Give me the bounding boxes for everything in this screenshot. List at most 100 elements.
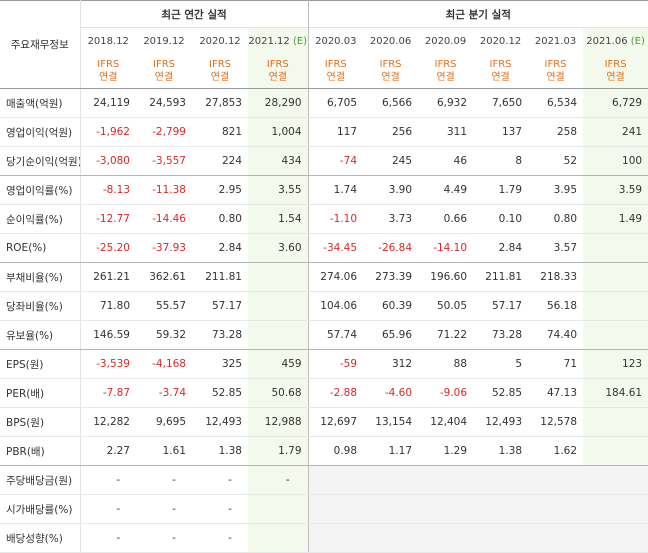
table-cell: [528, 494, 584, 524]
table-cell: 3.55: [248, 175, 309, 205]
consolidated-label: 연결: [326, 72, 345, 83]
table-row: EPS(원) -3,539 -4,168 325 459 -59 312 88 5 71 123: [0, 349, 648, 379]
table-cell: -7.87: [80, 378, 136, 408]
table-cell: [583, 436, 648, 466]
row-label: 배당성향(%): [0, 523, 81, 553]
table-cell: 7,650: [473, 88, 529, 118]
table-cell: 24,119: [80, 88, 136, 118]
table-cell: [473, 465, 529, 495]
table-cell: -3,557: [136, 146, 192, 176]
table-cell: 55.57: [136, 291, 192, 321]
row-label: PBR(배): [0, 436, 81, 466]
table-row: 배당성향(%) - - -: [0, 523, 648, 553]
quarterly-group-header: 최근 분기 실적: [308, 0, 648, 28]
period-label: 2020.09: [424, 35, 467, 47]
table-cell: [418, 465, 474, 495]
table-cell: 52.85: [473, 378, 529, 408]
table-cell: 311: [418, 117, 474, 147]
table-cell: 273.39: [363, 262, 419, 292]
accounting-standard-header: IFRS 연결: [418, 54, 474, 89]
table-row: PER(배) -7.87 -3.74 52.85 50.68 -2.88 -4.60 -9.0…: [0, 378, 648, 408]
table-cell: 0.10: [473, 204, 529, 234]
period-header: 2020.06: [363, 27, 419, 54]
table-cell: 2.84: [473, 233, 529, 263]
table-cell: 71: [528, 349, 584, 379]
table-cell: 6,729: [583, 88, 648, 118]
period-label: 2020.12: [199, 35, 241, 47]
row-label: 매출액(억원): [0, 88, 81, 118]
table-cell: [308, 465, 364, 495]
table-cell: [583, 320, 648, 350]
table-row: ROE(%) -25.20 -37.93 2.84 3.60 -34.45 -26.84 -1…: [0, 233, 648, 263]
table-cell: 50.68: [248, 378, 309, 408]
table-cell: 88: [418, 349, 474, 379]
table-cell: -: [192, 494, 248, 524]
table-cell: [583, 407, 648, 437]
table-cell: 50.05: [418, 291, 474, 321]
table-row: 영업이익률(%) -8.13 -11.38 2.95 3.55 1.74 3.90 4.49 1…: [0, 175, 648, 205]
ifrs-label: IFRS: [604, 59, 627, 70]
table-cell: 100: [583, 146, 648, 176]
table-row: 영업이익(억원) -1,962 -2,799 821 1,004 117 256 311 137…: [0, 117, 648, 147]
table-cell: -12.77: [80, 204, 136, 234]
period-header: 2021.06 (E): [583, 27, 648, 54]
table-cell: [418, 523, 474, 553]
table-cell: -8.13: [80, 175, 136, 205]
table-cell: -: [192, 523, 248, 553]
table-cell: -3.74: [136, 378, 192, 408]
ifrs-label: IFRS: [489, 59, 512, 70]
row-label: 영업이익률(%): [0, 175, 81, 205]
consolidated-label: 연결: [154, 72, 174, 83]
table-cell: 1,004: [248, 117, 309, 147]
table-cell: 52: [528, 146, 584, 176]
table-cell: [473, 523, 529, 553]
consolidated-label: 연결: [381, 72, 400, 83]
table-cell: 1.61: [136, 436, 192, 466]
row-label: BPS(원): [0, 407, 81, 437]
consolidated-label: 연결: [210, 72, 230, 83]
table-cell: 12,697: [308, 407, 364, 437]
table-cell: -2,799: [136, 117, 192, 147]
period-header: 2021.12 (E): [248, 27, 309, 54]
table-cell: 0.80: [528, 204, 584, 234]
consolidated-label: 연결: [491, 72, 510, 83]
table-cell: 0.66: [418, 204, 474, 234]
table-cell: [248, 523, 309, 553]
table-cell: 245: [363, 146, 419, 176]
table-row: 당좌비율(%) 71.80 55.57 57.17 104.06 60.39 50.05 57…: [0, 291, 648, 321]
table-cell: [248, 494, 309, 524]
row-label: 주당배당금(원): [0, 465, 81, 495]
table-cell: 137: [473, 117, 529, 147]
table-cell: 362.61: [136, 262, 192, 292]
row-label: 당좌비율(%): [0, 291, 81, 321]
period-label: 2021.12: [248, 35, 290, 47]
table-cell: 6,534: [528, 88, 584, 118]
table-cell: 211.81: [192, 262, 248, 292]
table-cell: 241: [583, 117, 648, 147]
table-cell: -25.20: [80, 233, 136, 263]
table-cell: 6,932: [418, 88, 474, 118]
period-header: 2018.12: [80, 27, 136, 54]
table-cell: 6,705: [308, 88, 364, 118]
table-cell: 184.61: [583, 378, 648, 408]
table-row: 주당배당금(원) - - - -: [0, 465, 648, 495]
consolidated-label: 연결: [268, 72, 287, 83]
ifrs-label: IFRS: [324, 59, 347, 70]
table-cell: 57.17: [473, 291, 529, 321]
table-cell: -59: [308, 349, 364, 379]
table-cell: 71.80: [80, 291, 136, 321]
row-label: ROE(%): [0, 233, 81, 263]
table-cell: 73.28: [473, 320, 529, 350]
table-row: 매출액(억원) 24,119 24,593 27,853 28,290 6,705 6,56…: [0, 88, 648, 118]
table-cell: 71.22: [418, 320, 474, 350]
table-cell: -: [136, 465, 192, 495]
table-cell: 2.95: [192, 175, 248, 205]
table-cell: 57.74: [308, 320, 364, 350]
table-cell: 1.54: [248, 204, 309, 234]
table-cell: 9,695: [136, 407, 192, 437]
table-cell: 12,493: [192, 407, 248, 437]
period-label: 2020.12: [479, 35, 522, 47]
row-label: 순이익률(%): [0, 204, 81, 234]
table-cell: [583, 494, 648, 524]
